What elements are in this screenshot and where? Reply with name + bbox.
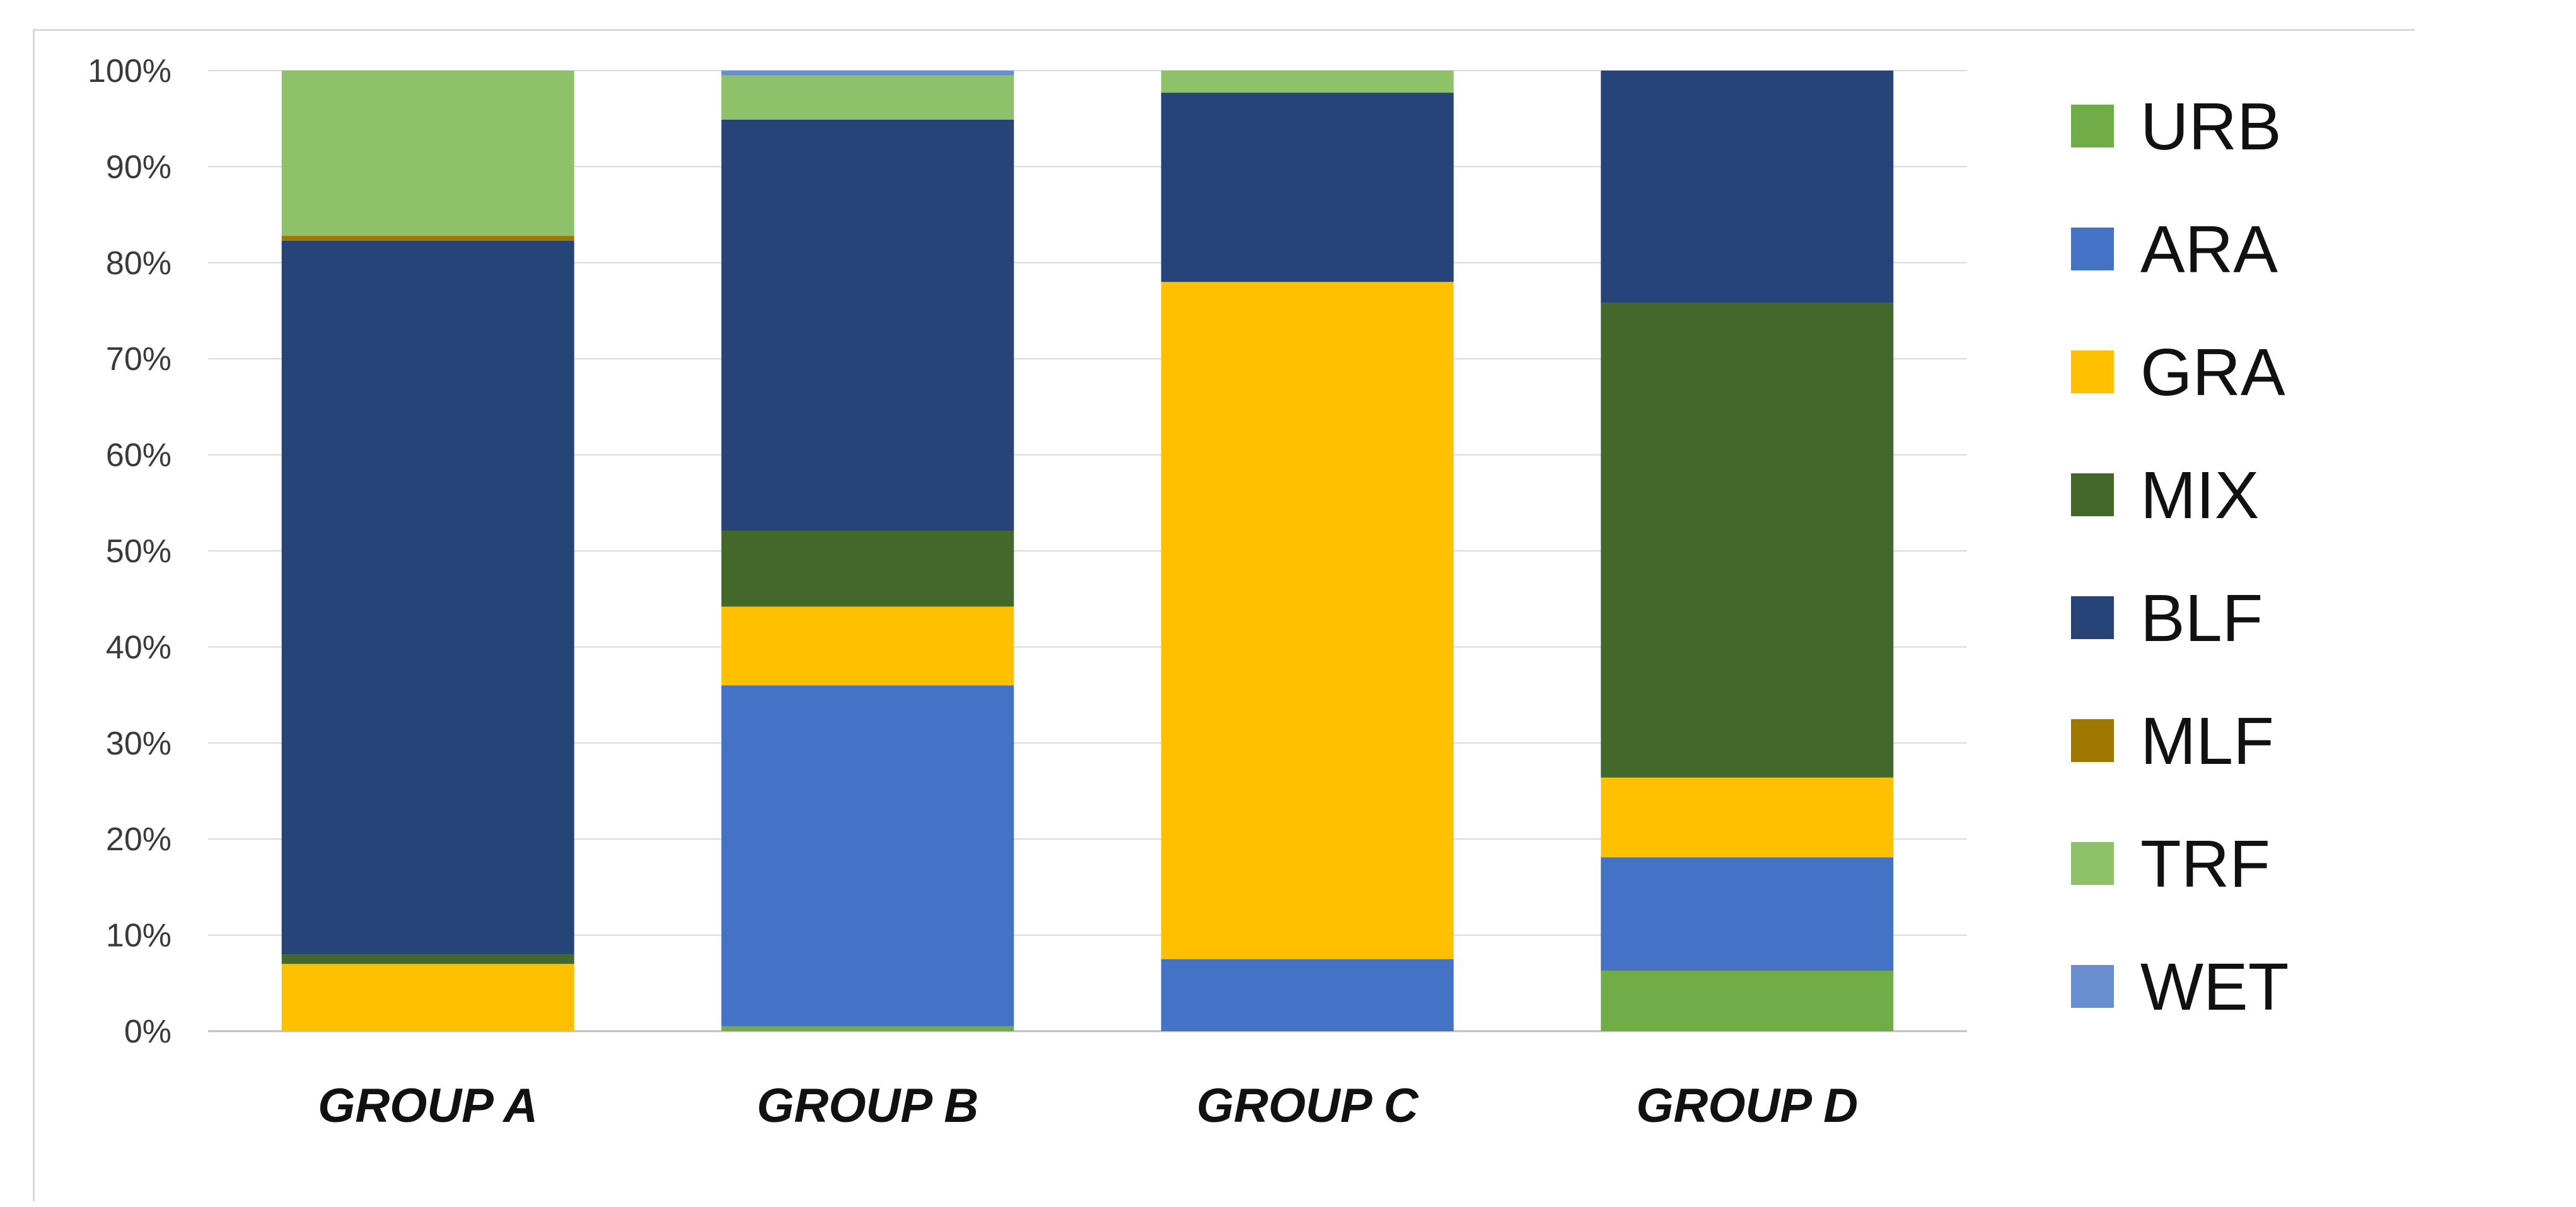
y-tick-label: 0% — [124, 1014, 171, 1050]
x-tick-label: GROUP C — [1197, 1079, 1419, 1133]
bar-segment-urb — [1601, 970, 1894, 1031]
bar-stack — [1161, 71, 1454, 1031]
bar-segment-wet — [721, 71, 1014, 76]
y-tick-label: 40% — [106, 629, 171, 666]
bar-segment-gra — [1161, 282, 1454, 959]
legend-label: MIX — [2140, 458, 2259, 533]
y-tick-label: 50% — [106, 533, 171, 570]
legend-swatch — [2071, 719, 2114, 762]
y-tick-label: 20% — [106, 821, 171, 858]
bar-segment-mix — [281, 954, 574, 964]
bar-segment-mix — [721, 530, 1014, 607]
bar-segment-mix — [1601, 303, 1894, 778]
y-tick-label: 100% — [88, 53, 171, 90]
bar-stack — [1601, 71, 1894, 1031]
x-tick-label: GROUP A — [318, 1079, 538, 1133]
bar-segment-ara — [1161, 959, 1454, 1031]
legend: URB ARA GRA MIX BLF MLF TRF WET — [2071, 90, 2289, 1024]
legend-swatch — [2071, 105, 2114, 147]
legend-item-mix: MIX — [2071, 458, 2259, 533]
legend-item-trf: TRF — [2071, 827, 2270, 901]
legend-swatch — [2071, 473, 2114, 516]
legend-swatch — [2071, 842, 2114, 885]
x-tick-label: GROUP D — [1636, 1079, 1858, 1133]
legend-label: BLF — [2140, 581, 2263, 655]
legend-item-gra: GRA — [2071, 335, 2285, 410]
bar-segment-blf — [721, 119, 1014, 531]
x-axis: GROUP A GROUP B GROUP C GROUP D — [318, 1079, 1858, 1133]
legend-swatch — [2071, 596, 2114, 639]
legend-item-urb: URB — [2071, 90, 2282, 164]
bar-segment-ara — [721, 685, 1014, 1027]
y-tick-label: 80% — [106, 245, 171, 282]
bar-segment-trf — [1161, 71, 1454, 93]
legend-label: URB — [2140, 90, 2282, 164]
y-tick-label: 30% — [106, 725, 171, 762]
bar-stack — [721, 71, 1014, 1031]
x-tick-label: GROUP B — [757, 1079, 978, 1133]
bar-segment-blf — [1161, 93, 1454, 282]
bar-stack — [281, 71, 574, 1031]
bar-segment-gra — [721, 606, 1014, 686]
bar-segment-ara — [1601, 857, 1894, 971]
bar-segment-blf — [281, 240, 574, 955]
legend-item-blf: BLF — [2071, 581, 2263, 655]
legend-label: ARA — [2140, 212, 2278, 287]
bars — [281, 71, 1894, 1031]
bar-segment-urb — [721, 1026, 1014, 1031]
y-tick-label: 90% — [106, 149, 171, 185]
legend-item-wet: WET — [2071, 950, 2289, 1024]
bar-segment-trf — [721, 75, 1014, 120]
legend-label: GRA — [2140, 335, 2285, 410]
legend-item-mlf: MLF — [2071, 704, 2274, 778]
legend-label: MLF — [2140, 704, 2274, 778]
legend-label: TRF — [2140, 827, 2270, 901]
bar-segment-trf — [281, 71, 574, 236]
bar-segment-mlf — [281, 236, 574, 241]
legend-label: WET — [2140, 950, 2289, 1024]
bar-segment-gra — [281, 964, 574, 1031]
y-axis: 0% 10% 20% 30% 40% 50% 60% 70% 80% 90% 100% — [88, 53, 171, 1050]
bar-segment-gra — [1601, 777, 1894, 858]
y-tick-label: 60% — [106, 437, 171, 474]
bar-segment-blf — [1601, 71, 1894, 303]
y-tick-label: 70% — [106, 341, 171, 378]
legend-swatch — [2071, 228, 2114, 270]
legend-item-ara: ARA — [2071, 212, 2278, 287]
legend-swatch — [2071, 350, 2114, 393]
y-tick-label: 10% — [106, 918, 171, 954]
chart-frame — [33, 29, 2415, 1201]
legend-swatch — [2071, 965, 2114, 1008]
